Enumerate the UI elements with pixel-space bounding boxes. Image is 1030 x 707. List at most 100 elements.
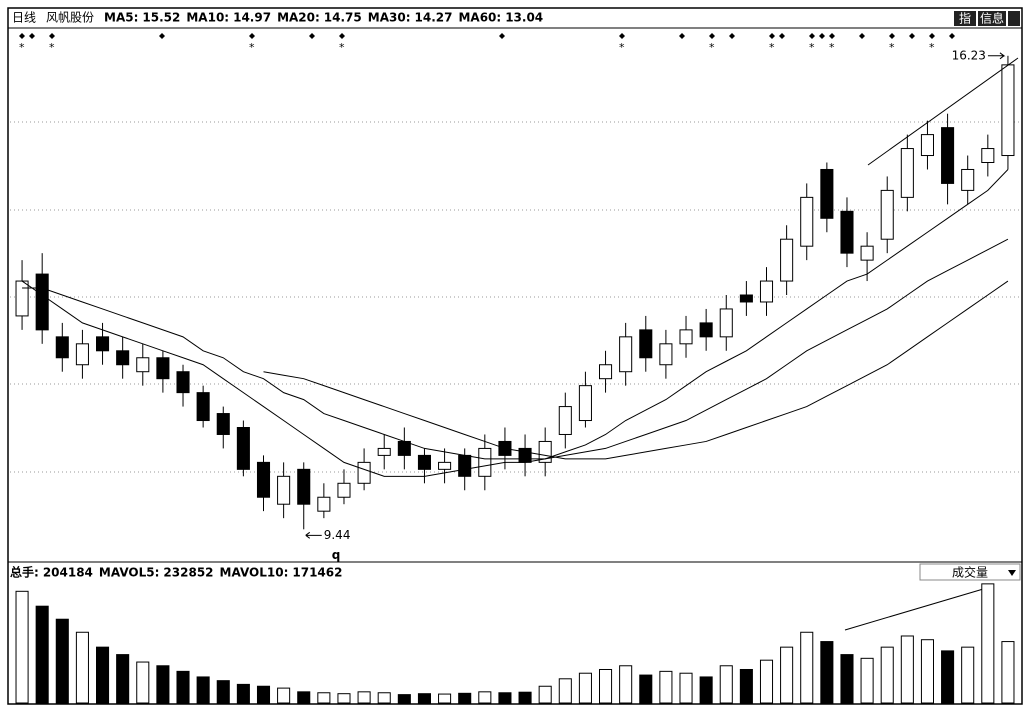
candle-body [920, 134, 934, 157]
volume-bar [438, 693, 452, 704]
volume-bar [599, 668, 613, 704]
candle-body [357, 461, 371, 484]
signal-star: * [709, 41, 715, 54]
signal-diamond [819, 33, 825, 39]
marker-label: q [332, 548, 341, 562]
signal-diamond [339, 33, 345, 39]
candle-body [699, 322, 713, 338]
signal-diamond [909, 33, 915, 39]
volume-bar [840, 654, 854, 704]
candle-body [759, 280, 774, 303]
candle-body [256, 461, 271, 498]
ma-labels: MA5: 15.52 MA10: 14.97 MA20: 14.75 MA30: 14.27 M… [104, 11, 543, 25]
signal-diamond [829, 33, 835, 39]
signal-star: * [809, 41, 815, 54]
volume-bar [136, 661, 150, 704]
label-value: 14.27 [415, 11, 453, 25]
annotation-arrow [305, 531, 322, 539]
candle-body [55, 336, 69, 359]
toolbar-label[interactable]: 指 [959, 11, 971, 26]
candle-body [880, 189, 894, 240]
volume-bar [478, 691, 492, 704]
signal-star: * [339, 41, 345, 54]
signal-diamond [19, 33, 25, 39]
period: 日线 [12, 11, 36, 25]
label-value: 14.75 [324, 11, 362, 25]
signal-diamond [29, 33, 35, 39]
label-name: MAVOL10: [220, 566, 289, 580]
candle-body [840, 210, 854, 254]
toolbar-button[interactable] [954, 11, 976, 26]
frame [7, 7, 1023, 705]
label-name: MA30: [368, 11, 411, 25]
indicator-name[interactable]: 成交量 [952, 565, 988, 580]
candle-body [981, 148, 995, 163]
volume-bar [639, 674, 653, 704]
candle-body [941, 127, 955, 184]
candle-body [739, 294, 753, 303]
volume-bar [619, 665, 633, 704]
trend-line [844, 586, 991, 631]
candle-body [820, 168, 834, 219]
volume-bar [337, 693, 351, 704]
volume-bar [558, 678, 572, 704]
volume-bar [699, 676, 713, 704]
toolbar-label[interactable]: 信息 [980, 11, 1004, 26]
label-name: MA10: [186, 11, 229, 25]
stock-name: 风帆股份 [46, 10, 94, 25]
signal-diamond [949, 33, 955, 39]
toolbar-icon[interactable] [1008, 11, 1020, 26]
signal-star: * [19, 41, 25, 54]
signal-diamond [809, 33, 815, 39]
candle-body [458, 454, 472, 477]
volume-bar [96, 646, 110, 704]
volume-bar [981, 583, 995, 704]
candle-body [599, 364, 613, 380]
label-name: MA60: [458, 11, 501, 25]
candle-body [216, 413, 230, 435]
toolbar-button[interactable] [978, 11, 1006, 26]
volume-bar [297, 691, 311, 704]
candle-body [377, 447, 391, 456]
annotation-arrow [987, 52, 1006, 60]
label-value: 15.52 [142, 11, 180, 25]
indicator-select[interactable] [919, 563, 1021, 581]
candle-body [277, 475, 291, 505]
label-value: 204184 [43, 566, 93, 580]
volume-bar [317, 692, 331, 704]
ma-line [263, 280, 1009, 460]
volume-bar [116, 654, 130, 704]
signal-diamond [49, 33, 55, 39]
candle-body [679, 329, 693, 345]
signal-star: * [929, 41, 935, 54]
volume-bar [900, 635, 914, 704]
candle-body [417, 454, 431, 470]
candle-body [96, 336, 110, 352]
candle-body [538, 440, 552, 463]
signal-diamond [859, 33, 865, 39]
signal-diamond [769, 33, 775, 39]
volume-bar [719, 665, 733, 704]
volume-bar [55, 618, 69, 704]
candle-body [900, 148, 914, 198]
volume-bar [1001, 641, 1015, 704]
volume-bar [820, 641, 834, 704]
signal-diamond [679, 33, 685, 39]
dropdown-arrow[interactable] [1008, 570, 1016, 576]
volume-bar [458, 692, 472, 704]
candle-body [196, 392, 210, 422]
volume-bar [800, 631, 814, 704]
signal-diamond [309, 33, 315, 39]
label-name: MAVOL5: [99, 566, 160, 580]
label-name: MA20: [277, 11, 320, 25]
volume-bar [679, 672, 693, 704]
high-label: 16.23 [952, 48, 986, 62]
candle-body [236, 427, 250, 470]
signal-diamond [499, 33, 505, 39]
volume-bar [880, 646, 894, 704]
trend-line [867, 57, 1019, 166]
signal-star: * [769, 41, 775, 54]
signal-diamond [159, 33, 165, 39]
ma-line [21, 169, 1009, 477]
